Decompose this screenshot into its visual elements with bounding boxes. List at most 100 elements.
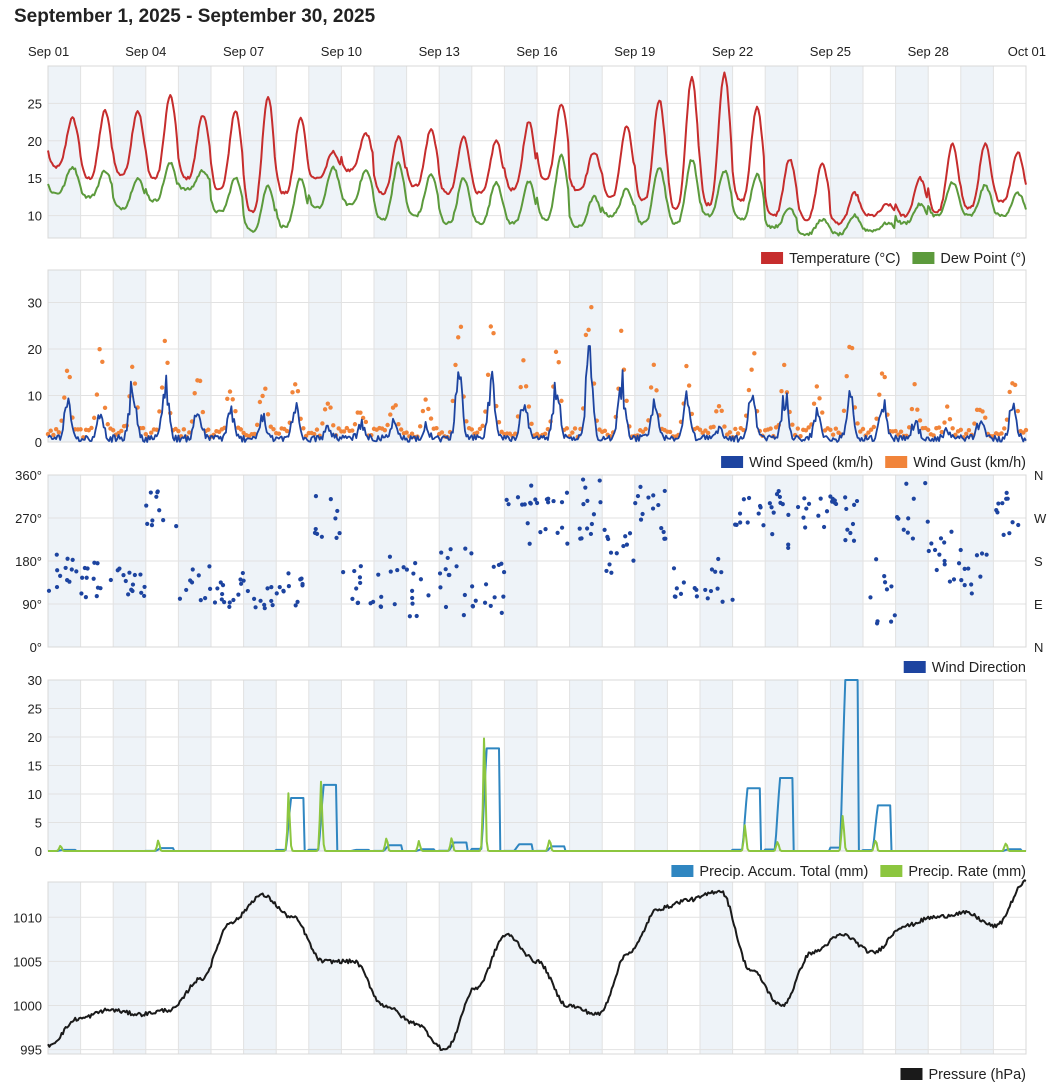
- wind-direction-point: [962, 566, 967, 571]
- wind-direction-point: [82, 565, 87, 571]
- wind-gust-point: [999, 431, 1004, 436]
- precip-rate-line: [48, 737, 1026, 852]
- x-axis-date-label: Sep 10: [321, 44, 362, 59]
- legend-swatch: [912, 252, 935, 264]
- y-tick-label: 30: [28, 673, 42, 688]
- wind-gust-point: [358, 410, 363, 415]
- chart-panel-pressure: [47, 881, 1027, 1055]
- wind-gust-point: [871, 424, 877, 430]
- wind-gust-point: [619, 328, 624, 333]
- wind-gust-point: [909, 406, 915, 412]
- wind-gust-point: [855, 421, 860, 426]
- wind-direction-point: [334, 535, 339, 540]
- wind-gust-point: [972, 421, 977, 426]
- wind-direction-point: [63, 565, 68, 571]
- wind-direction-point: [407, 614, 412, 619]
- wind-direction-point: [461, 613, 466, 618]
- wind-direction-point: [844, 506, 849, 512]
- wind-direction-point: [951, 577, 957, 582]
- wind-direction-point: [650, 506, 656, 511]
- wind-gust-point: [89, 425, 94, 431]
- wind-direction-point: [1016, 522, 1021, 528]
- wind-direction-point: [956, 561, 962, 566]
- y-tick-label: 25: [28, 702, 42, 717]
- wind-direction-point: [354, 586, 359, 591]
- wind-direction-point: [830, 496, 835, 501]
- wind-gust-point: [803, 428, 809, 433]
- wind-direction-point: [55, 568, 60, 573]
- wind-gust-point: [915, 407, 920, 412]
- wind-direction-point: [123, 578, 128, 584]
- wind-gust-point: [396, 421, 401, 427]
- wind-direction-point: [142, 593, 147, 599]
- wind-direction-point: [848, 530, 853, 536]
- wind-direction-point: [132, 572, 137, 578]
- wind-direction-point: [227, 600, 232, 605]
- wind-gust-point: [795, 426, 800, 431]
- wind-direction-point: [703, 587, 708, 593]
- wind-direction-point: [154, 494, 159, 499]
- wind-direction-point: [577, 526, 582, 531]
- wind-direction-point: [277, 585, 282, 590]
- day-band: [178, 270, 211, 442]
- wind-direction-point: [719, 570, 724, 575]
- wind-gust-point: [882, 374, 887, 380]
- day-band: [960, 882, 994, 1054]
- wind-gust-point: [176, 428, 181, 434]
- day-band: [308, 270, 342, 442]
- wind-direction-point: [335, 508, 340, 514]
- wind-gust-point: [719, 408, 724, 413]
- wind-direction-point: [588, 531, 594, 537]
- wind-direction-point: [646, 495, 651, 500]
- wind-direction-point: [585, 498, 590, 504]
- wind-direction-point: [139, 590, 144, 595]
- wind-direction-point: [674, 586, 679, 591]
- compass-label: E: [1034, 597, 1043, 612]
- pressure-line: [47, 879, 1027, 1051]
- x-axis-date-label: Sep 19: [614, 44, 655, 59]
- wind-gust-point: [589, 305, 594, 310]
- wind-gust-point: [230, 397, 235, 402]
- day-band: [439, 270, 472, 442]
- wind-direction-point: [631, 558, 636, 563]
- wind-gust-point: [162, 338, 168, 344]
- wind-direction-point: [843, 495, 848, 500]
- wind-direction-point: [220, 591, 225, 597]
- wind-direction-point: [564, 490, 570, 495]
- wind-gust-point: [746, 387, 752, 393]
- wind-direction-point: [174, 524, 179, 529]
- legend-label: Temperature (°C): [789, 251, 900, 267]
- wind-direction-point: [892, 613, 897, 618]
- wind-direction-point: [313, 526, 318, 532]
- wind-direction-point: [904, 481, 909, 486]
- wind-gust-point: [841, 408, 847, 414]
- wind-direction-point: [411, 571, 416, 576]
- wind-direction-point: [906, 516, 911, 521]
- wind-direction-point: [215, 586, 220, 591]
- y-tick-label: 0: [35, 435, 42, 450]
- legend-label: Dew Point (°): [940, 251, 1026, 267]
- wind-gust-point: [741, 427, 746, 433]
- wind-gust-point: [140, 425, 146, 431]
- wind-direction-point: [640, 511, 645, 517]
- wind-gust-point: [97, 346, 102, 352]
- wind-gust-point: [260, 393, 265, 399]
- wind-direction-point: [65, 556, 70, 561]
- wind-gust-point: [624, 398, 629, 404]
- wind-direction-point: [418, 577, 424, 582]
- wind-direction-point: [95, 585, 101, 590]
- wind-direction-point: [602, 527, 607, 532]
- wind-direction-point: [80, 575, 85, 580]
- wind-gust-point: [187, 430, 192, 435]
- wind-direction-point: [130, 582, 136, 587]
- wind-direction-point: [312, 530, 318, 535]
- day-band: [439, 66, 472, 238]
- wind-gust-point: [529, 421, 534, 427]
- wind-gust-point: [1007, 389, 1012, 395]
- wind-gust-point: [784, 390, 790, 395]
- wind-direction-point: [738, 520, 743, 525]
- wind-direction-point: [529, 483, 534, 488]
- wind-gust-point: [523, 384, 529, 389]
- wind-direction-point: [83, 595, 88, 600]
- wind-direction-point: [875, 619, 880, 624]
